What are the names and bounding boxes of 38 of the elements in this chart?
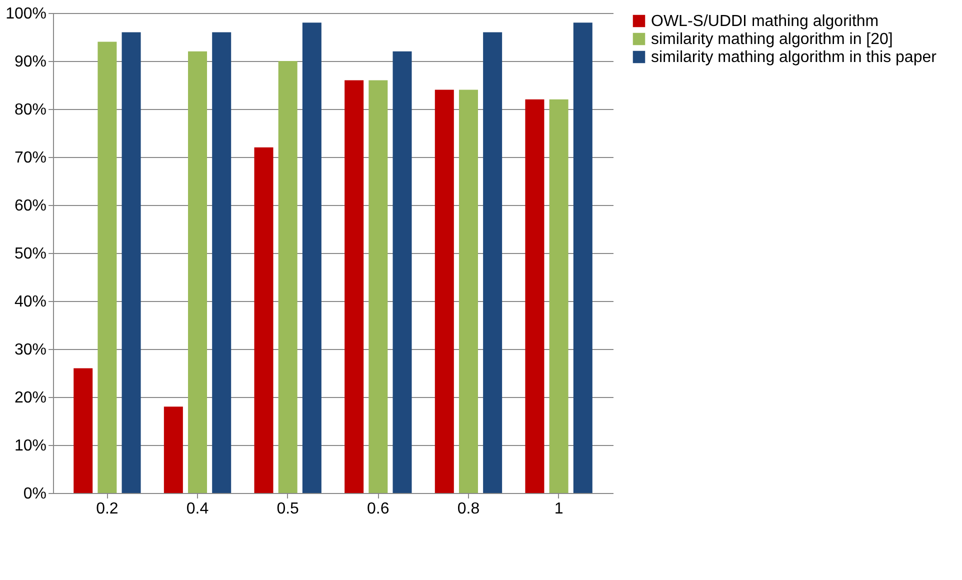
- y-tick-label: 100%: [6, 6, 46, 22]
- y-tick-label: 30%: [14, 342, 46, 358]
- x-tick-label: 1: [554, 500, 564, 518]
- bar: [302, 22, 322, 493]
- bar: [212, 32, 232, 493]
- bar: [549, 99, 568, 493]
- y-tick-label: 20%: [14, 390, 46, 406]
- bar: [74, 368, 93, 493]
- x-tick-label: 0.4: [186, 500, 209, 518]
- bar: [254, 147, 274, 493]
- bar: [164, 406, 183, 493]
- bar: [458, 90, 478, 493]
- y-tick-label: 60%: [14, 198, 46, 214]
- legend-label: OWL-S/UDDI mathing algorithm: [651, 13, 879, 30]
- bar: [98, 42, 117, 493]
- bar: [188, 51, 208, 493]
- y-tick-label: 10%: [14, 438, 46, 454]
- y-tick-label: 0%: [23, 486, 46, 502]
- bar: [525, 99, 544, 493]
- bar: [278, 61, 298, 493]
- bar: [573, 22, 592, 493]
- legend-label: similarity mathing algorithm in this paper: [651, 49, 938, 66]
- bar: [483, 32, 502, 493]
- x-tick-label: 0.8: [457, 500, 480, 518]
- bar: [368, 80, 388, 493]
- y-tick-label: 40%: [14, 294, 46, 310]
- x-tick-label: 0.5: [276, 500, 300, 518]
- y-tick-label: 70%: [14, 150, 46, 166]
- bar: [122, 32, 141, 493]
- y-tick-label: 50%: [14, 246, 46, 262]
- bar: [392, 51, 412, 493]
- legend-label: similarity mathing algorithm in [20]: [651, 31, 893, 48]
- y-tick-label: 80%: [14, 102, 46, 118]
- x-tick-label: 0.6: [367, 500, 390, 518]
- bar: [434, 90, 454, 493]
- y-tick-label: 90%: [14, 54, 46, 70]
- x-tick-label: 0.2: [96, 500, 118, 518]
- bar: [344, 80, 364, 493]
